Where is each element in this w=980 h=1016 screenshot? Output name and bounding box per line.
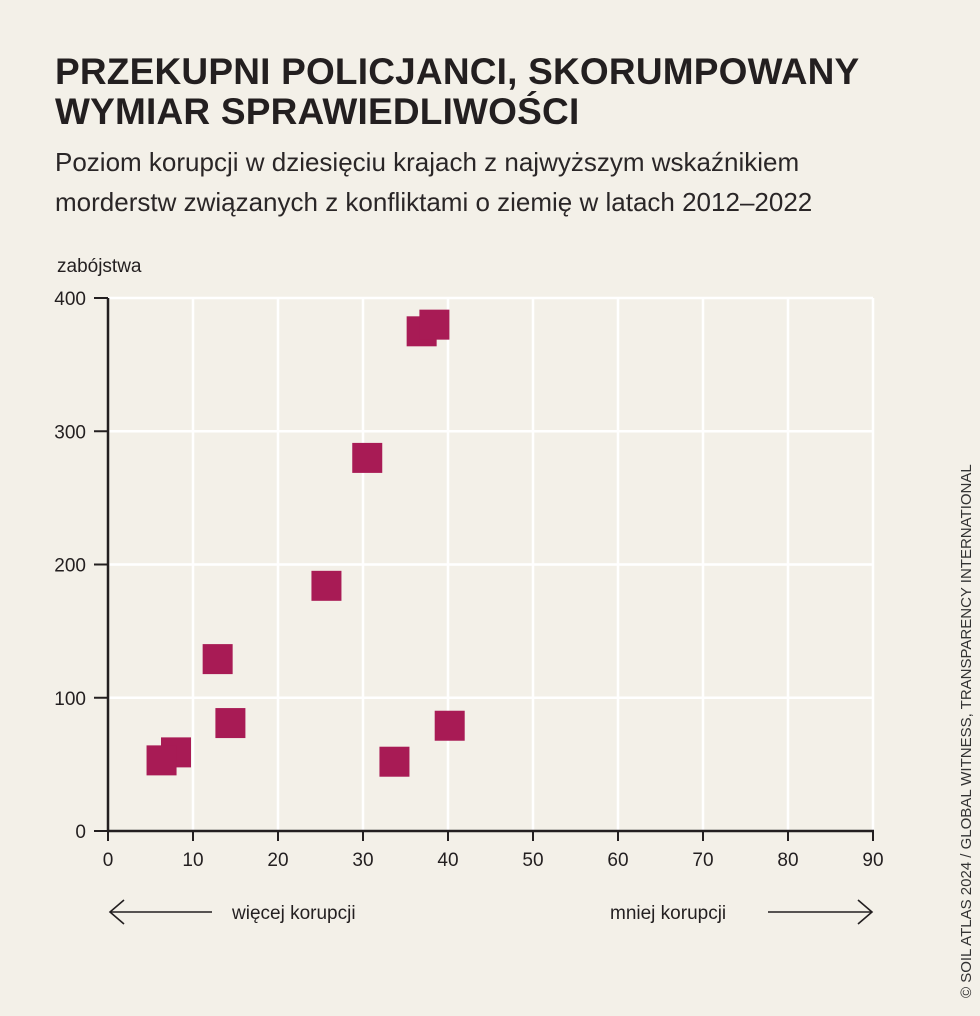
data-point — [146, 745, 177, 776]
source-credit: © SOIL ATLAS 2024 / GLOBAL WITNESS, TRAN… — [958, 464, 975, 998]
y-tick-label: 300 — [54, 422, 86, 443]
subtitle-line: morderstw związanych z konfliktami o zie… — [55, 187, 813, 217]
data-point — [215, 708, 246, 739]
y-tick-label: 400 — [54, 289, 86, 310]
data-point — [352, 442, 383, 473]
x-tick-label: 50 — [522, 850, 543, 871]
arrow-left-icon — [108, 899, 125, 925]
arrow-right-icon — [857, 899, 874, 925]
less-corruption-label: mniej korupcji — [610, 903, 726, 924]
y-tick-label: 0 — [75, 822, 86, 843]
chart-title: PRZEKUPNI POLICJANCI, SKORUMPOWANY WYMIA… — [55, 52, 859, 132]
y-tick-label: 100 — [54, 689, 86, 710]
chart-subtitle: Poziom korupcji w dziesięciu krajach z n… — [55, 142, 812, 222]
more-corruption-label: więcej korupcji — [231, 903, 356, 924]
direction-arrows: więcej korupcji mniej korupcji — [108, 899, 874, 925]
subtitle-line: Poziom korupcji w dziesięciu krajach z n… — [55, 147, 800, 177]
data-point — [379, 746, 410, 777]
data-point — [434, 710, 465, 741]
x-tick-label: 10 — [182, 850, 203, 871]
x-tick-label: 70 — [692, 850, 713, 871]
data-point — [311, 570, 342, 601]
x-tick-label: 90 — [862, 850, 883, 871]
data-point — [419, 309, 450, 340]
data-point — [202, 644, 233, 675]
title-line: PRZEKUPNI POLICJANCI, SKORUMPOWANY — [55, 51, 860, 92]
x-tick-label: 30 — [352, 850, 373, 871]
x-tick-label: 40 — [437, 850, 458, 871]
x-tick-label: 20 — [267, 850, 288, 871]
y-axis-label: zabójstwa — [57, 256, 142, 277]
x-tick-label: 60 — [607, 850, 628, 871]
x-tick-label: 80 — [777, 850, 798, 871]
title-line: WYMIAR SPRAWIEDLIWOŚCI — [55, 91, 580, 132]
x-tick-label: 0 — [103, 850, 114, 871]
y-tick-label: 200 — [54, 556, 86, 577]
